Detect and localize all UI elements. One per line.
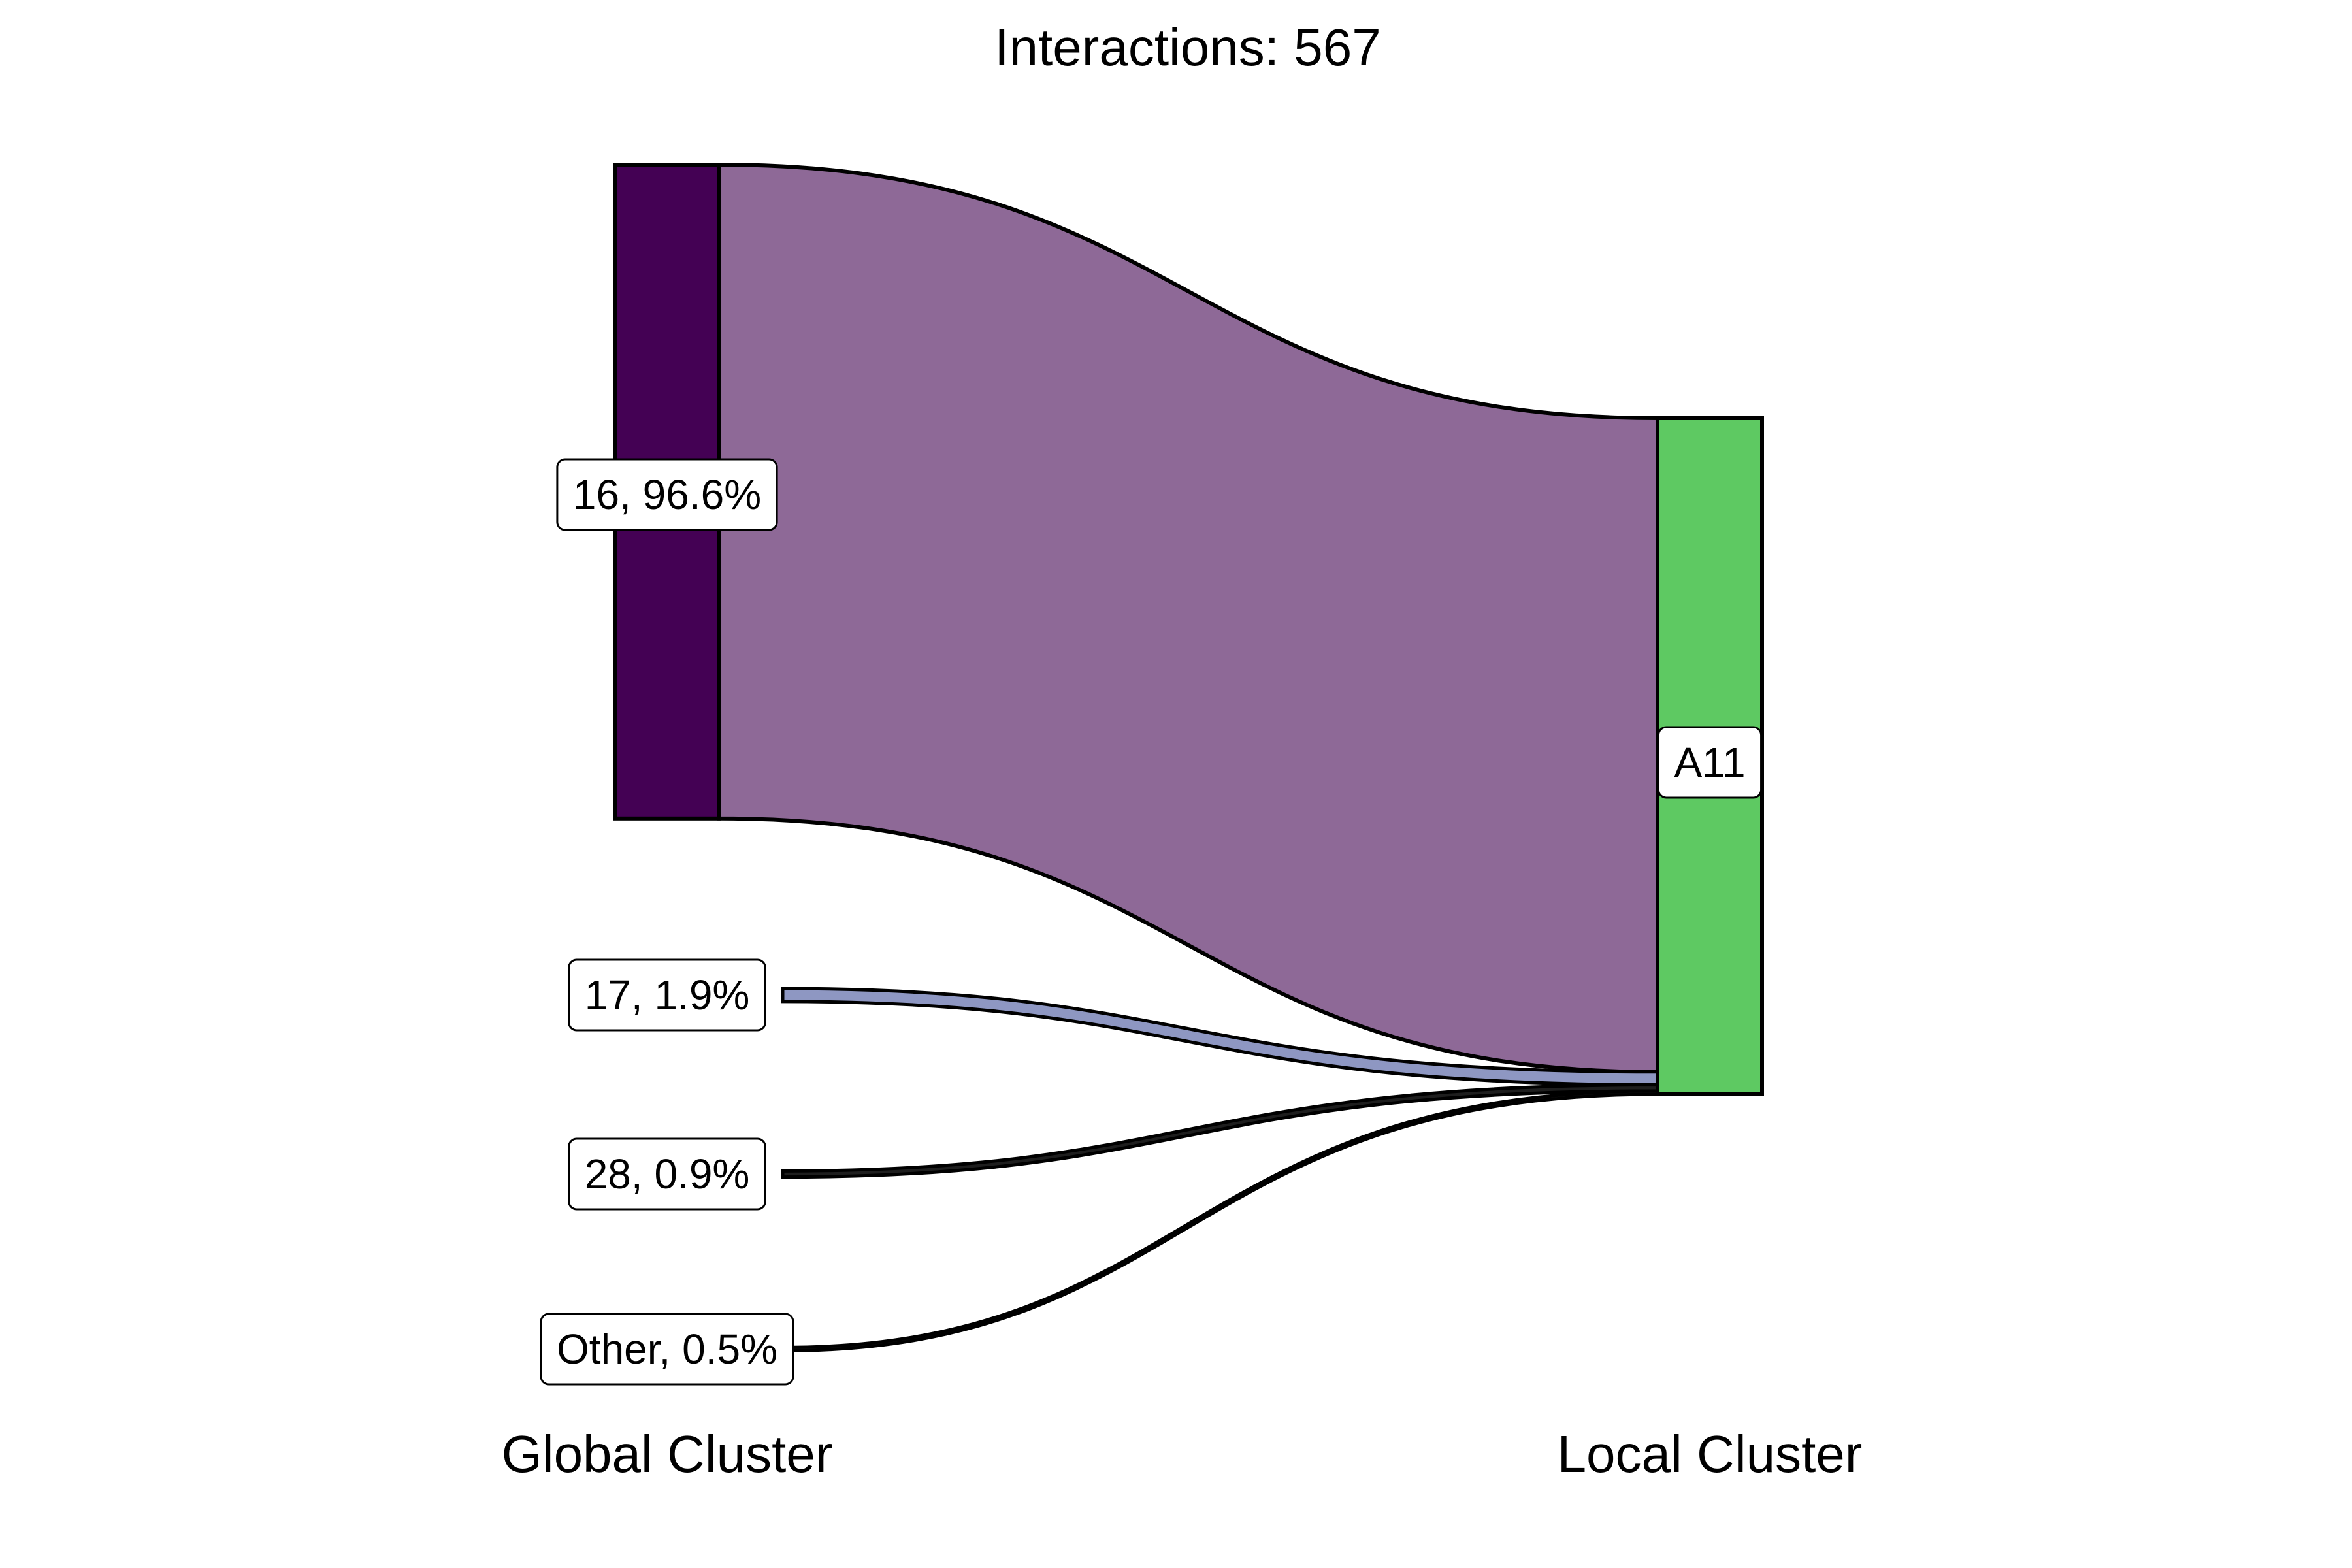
- source-label-box-4: [540, 1313, 794, 1386]
- source-label-box-3: [568, 1137, 766, 1211]
- source-label-1: 16, 96.6%: [573, 471, 761, 518]
- node-labels: 16, 96.6% 17, 1.9% 28, 0.9% Other, 0.5% A11: [540, 458, 1763, 1386]
- target-label-box: [1657, 726, 1763, 799]
- flow-1: [717, 162, 1659, 1074]
- chart-title: Interactions: 567: [994, 18, 1380, 76]
- x-axis-label-left: Global Cluster: [502, 1425, 833, 1483]
- source-label-4: Other, 0.5%: [557, 1326, 777, 1373]
- x-axis-label-right: Local Cluster: [1558, 1425, 1863, 1483]
- source-label-3: 28, 0.9%: [585, 1151, 750, 1198]
- flows: [717, 162, 1659, 1353]
- target-label: A11: [1674, 739, 1745, 786]
- source-label-box-2: [568, 958, 766, 1032]
- source-label-2: 17, 1.9%: [585, 972, 750, 1019]
- source-label-box-1: [556, 458, 778, 531]
